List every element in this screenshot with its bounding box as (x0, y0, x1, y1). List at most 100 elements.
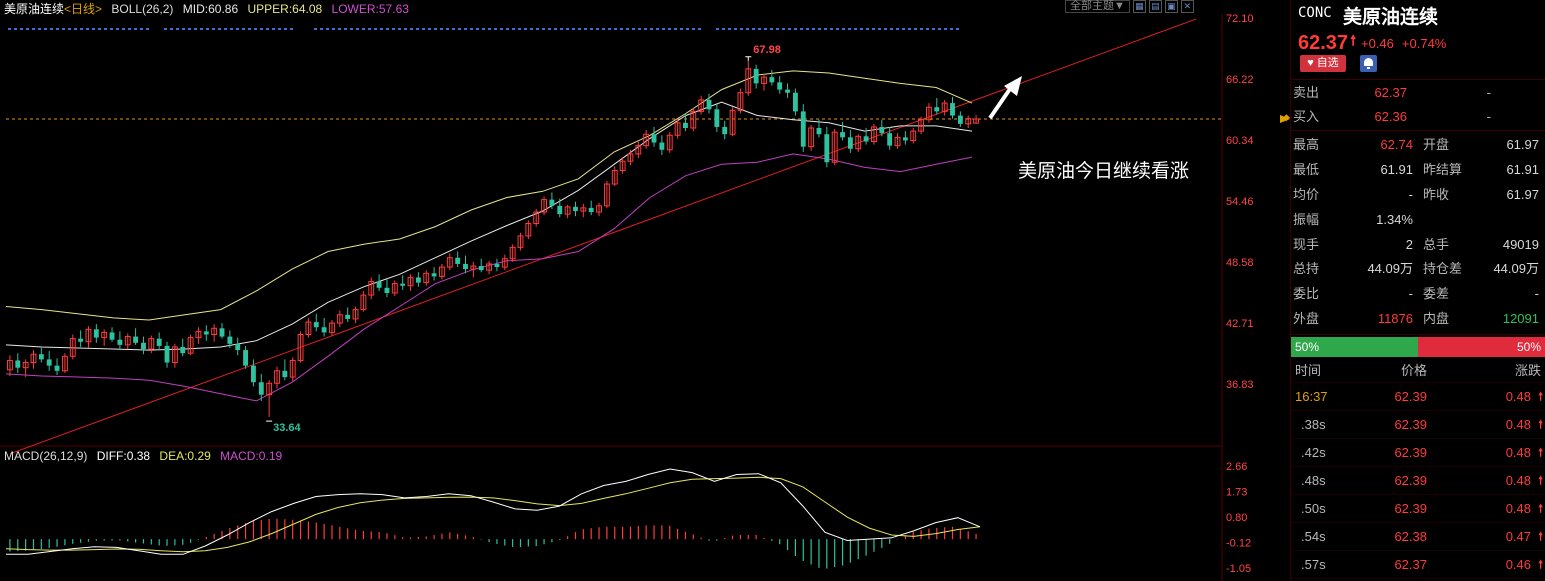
signal-dot (344, 28, 347, 30)
high-label: 67.98 (753, 44, 781, 56)
stat-value: 61.91 (1380, 161, 1413, 177)
signal-dot (674, 28, 677, 30)
signal-dot (362, 28, 365, 30)
arrow-up-icon (988, 84, 1014, 120)
candle-body (871, 126, 877, 142)
signal-dot (590, 28, 593, 30)
candle-body (227, 336, 233, 344)
tick-list[interactable]: 时间 价格 涨跌 16:37 62.39 0.48 🠕 .38s 62.39 0.48 🠕 .4… (1291, 357, 1545, 580)
candle-body (659, 142, 665, 150)
arrow-head-icon (1004, 76, 1022, 96)
signal-dot (908, 28, 911, 30)
signal-dot (770, 28, 773, 30)
signal-dot (608, 28, 611, 30)
signal-dot (164, 28, 167, 30)
signal-dot (950, 28, 953, 30)
candle-body (400, 283, 406, 286)
sell-volume: - (1486, 85, 1491, 100)
signal-dot (734, 28, 737, 30)
signal-dot (854, 28, 857, 30)
kline-chart[interactable]: 72.10 66.22 60.34 54.46 48.58 42.71 36.83 67.98… (0, 0, 1290, 581)
heart-icon: ♥ (1307, 57, 1314, 69)
signal-dot (878, 28, 881, 30)
close-icon[interactable]: ✕ (1180, 0, 1194, 13)
signal-dot (380, 28, 383, 30)
candle-body (847, 137, 853, 149)
tick-row: .50s 62.39 0.48 🠕 (1291, 495, 1545, 524)
candle-body (297, 334, 304, 361)
candle-body (808, 127, 815, 148)
signal-dot (644, 28, 647, 30)
candle-body (93, 329, 99, 338)
signal-dot (548, 28, 551, 30)
signal-dot (902, 28, 905, 30)
candle-body (824, 134, 830, 163)
candle-body (934, 107, 940, 112)
signal-dot (278, 28, 281, 30)
layout-icon[interactable]: ▤ (1148, 0, 1162, 13)
candle-body (494, 263, 500, 268)
boll-lower: LOWER:57.63 (331, 2, 409, 16)
signal-dot (782, 28, 785, 30)
macd-tick-label: 1.73 (1226, 487, 1247, 499)
candle-body (463, 263, 468, 270)
stat-value: 2 (1405, 236, 1413, 252)
candle-body (910, 130, 917, 141)
signal-dot (416, 28, 419, 30)
stat-value: 11876 (1377, 311, 1413, 327)
signal-dot (806, 28, 809, 30)
signal-dot (236, 28, 239, 30)
signal-dot (638, 28, 641, 30)
signal-dot (566, 28, 569, 30)
order-ratio-bar: 50% 50% (1291, 337, 1545, 358)
candle-body (391, 283, 398, 294)
tick-price: 62.38 (1394, 529, 1427, 545)
signal-dot (350, 28, 353, 30)
tick-price: 62.39 (1394, 501, 1427, 517)
buy-row: ◆ 买入 62.36 - (1283, 105, 1545, 129)
candle-body (800, 111, 806, 147)
price-tick-label: 66.22 (1226, 74, 1254, 86)
tick-row: .48s 62.39 0.48 🠕 (1291, 467, 1545, 496)
signal-dot (920, 28, 923, 30)
add-favorite-button[interactable]: ♥ 自选 (1300, 55, 1346, 72)
signal-dot (614, 28, 617, 30)
signal-dot (314, 28, 317, 30)
period-label[interactable]: <日线> (64, 2, 103, 16)
window-icon[interactable]: ▣ (1164, 0, 1178, 13)
theme-button[interactable]: 全部主题▼ (1065, 0, 1130, 13)
candle-body (6, 359, 13, 371)
signal-dot (266, 28, 269, 30)
signal-dot (464, 28, 467, 30)
signal-dot (716, 28, 719, 30)
candle-body (258, 382, 264, 395)
boll-lower-line (5, 153, 973, 402)
tick-row: .42s 62.39 0.48 🠕 (1291, 439, 1545, 468)
signal-dot (104, 28, 107, 30)
candle-body (69, 338, 76, 357)
signal-dot (110, 28, 113, 30)
candle-body (22, 362, 29, 369)
candle-body (486, 263, 493, 271)
buy-price: 62.36 (1374, 109, 1407, 124)
signal-dot (482, 28, 485, 30)
candle-body (415, 277, 421, 283)
outer-ratio: 50% (1291, 337, 1418, 358)
stat-value: 49019 (1502, 236, 1539, 252)
candle-body (855, 135, 862, 150)
grid-icon[interactable]: ▦ (1132, 0, 1146, 13)
price-change: +0.46 +0.74% (1361, 36, 1454, 51)
price-marker-icon: ◆ (1283, 112, 1290, 122)
signal-dot (422, 28, 425, 30)
macd-dea: DEA:0.29 (159, 449, 211, 463)
signal-dot (128, 28, 131, 30)
stat-label: 昨收 (1423, 186, 1450, 202)
signal-dot (578, 28, 581, 30)
bell-icon[interactable] (1360, 55, 1377, 72)
candle-body (737, 92, 744, 111)
tick-time: .38s (1301, 417, 1326, 433)
stat-label: 委比 (1293, 286, 1320, 302)
arrow-up-icon: 🠕 (1538, 531, 1543, 544)
signal-dot (368, 28, 371, 30)
tick-price: 62.39 (1394, 417, 1427, 433)
